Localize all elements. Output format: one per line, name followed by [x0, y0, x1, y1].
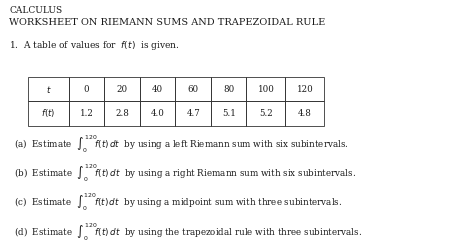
Bar — [140, 77, 175, 101]
Bar — [104, 77, 140, 101]
Bar — [69, 101, 104, 126]
Bar — [69, 77, 104, 101]
Text: 1.  A table of values for  $f(t)$  is given.: 1. A table of values for $f(t)$ is given… — [9, 39, 180, 52]
Text: 0: 0 — [84, 85, 89, 93]
Text: 2.8: 2.8 — [115, 109, 129, 118]
Text: (b)  Estimate  $\int_0^{120}\!f(t)\,dt$  by using a right Riemann sum with six s: (b) Estimate $\int_0^{120}\!f(t)\,dt$ by… — [14, 162, 356, 184]
Text: 4.8: 4.8 — [298, 109, 312, 118]
Text: WORKSHEET ON RIEMANN SUMS AND TRAPEZOIDAL RULE: WORKSHEET ON RIEMANN SUMS AND TRAPEZOIDA… — [9, 18, 326, 27]
Text: (c)  Estimate  $\int_0^{120}\!f(t)\,dt$  by using a midpoint sum with three subi: (c) Estimate $\int_0^{120}\!f(t)\,dt$ by… — [14, 192, 343, 214]
Bar — [246, 77, 285, 101]
Bar — [211, 77, 246, 101]
Bar — [28, 101, 69, 126]
Text: 40: 40 — [152, 85, 163, 93]
Text: 20: 20 — [117, 85, 128, 93]
Bar — [28, 77, 69, 101]
Text: (a)  Estimate  $\int_0^{120}\!f(t)\,dt$  by using a left Riemann sum with six su: (a) Estimate $\int_0^{120}\!f(t)\,dt$ by… — [14, 133, 349, 155]
Text: 4.7: 4.7 — [186, 109, 200, 118]
Bar — [285, 77, 324, 101]
Text: 5.1: 5.1 — [222, 109, 236, 118]
Bar — [104, 101, 140, 126]
Text: 1.2: 1.2 — [80, 109, 93, 118]
Text: $f(t)$: $f(t)$ — [41, 107, 56, 120]
Text: (d)  Estimate  $\int_0^{120}\!f(t)\,dt$  by using the trapezoidal rule with thre: (d) Estimate $\int_0^{120}\!f(t)\,dt$ by… — [14, 221, 362, 243]
Bar — [211, 101, 246, 126]
Text: 4.0: 4.0 — [151, 109, 164, 118]
Text: 5.2: 5.2 — [259, 109, 273, 118]
Bar — [175, 77, 211, 101]
Text: 60: 60 — [188, 85, 199, 93]
Text: $t$: $t$ — [46, 83, 51, 95]
Text: 120: 120 — [296, 85, 313, 93]
Bar — [285, 101, 324, 126]
Text: 100: 100 — [257, 85, 274, 93]
Bar — [246, 101, 285, 126]
Text: 80: 80 — [223, 85, 234, 93]
Text: CALCULUS: CALCULUS — [9, 6, 63, 15]
Bar — [175, 101, 211, 126]
Bar — [140, 101, 175, 126]
